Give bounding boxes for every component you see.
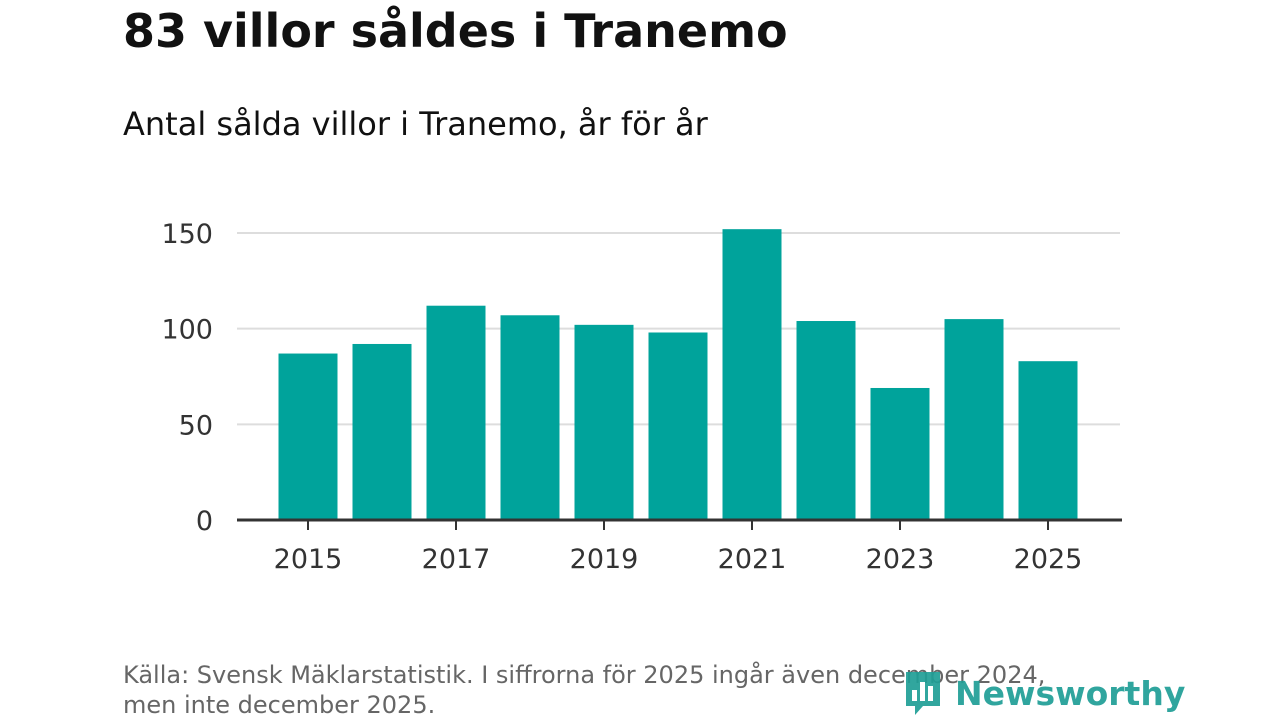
bar-chart-icon (906, 672, 940, 715)
bar-2018 (500, 315, 560, 520)
bar-2022 (796, 321, 856, 520)
bar-2016 (352, 343, 412, 520)
source-line-2: men inte december 2025. (123, 691, 436, 719)
x-tick-label: 2017 (422, 544, 491, 575)
x-tick-label: 2023 (866, 544, 935, 575)
bar-2024 (944, 319, 1004, 520)
bar-2021 (722, 229, 782, 520)
y-tick-label: 50 (179, 410, 213, 441)
x-tick-label: 2021 (718, 544, 787, 575)
brand-name: Newsworthy (955, 673, 1186, 713)
bar-2025 (1018, 361, 1078, 520)
bar-2020 (648, 332, 708, 520)
bar-2023 (870, 387, 930, 520)
y-tick-label: 0 (196, 506, 213, 537)
newsworthy-logo: Newsworthy (903, 668, 1185, 718)
x-tick-label: 2025 (1014, 544, 1083, 575)
chart-subtitle: Antal sålda villor i Tranemo, år för år (123, 105, 708, 143)
bar-2019 (574, 324, 634, 520)
bar-2017 (426, 305, 486, 520)
y-tick-label: 100 (161, 315, 213, 346)
bar-chart: 0 50 100 150 2015 2017 2019 2021 2023 2025 (161, 219, 1122, 575)
y-tick-label: 150 (161, 219, 213, 250)
bar-2015 (278, 353, 338, 520)
x-tick-label: 2019 (570, 544, 639, 575)
source-line-1: Källa: Svensk Mäklarstatistik. I siffror… (123, 661, 1046, 689)
chart-title: 83 villor såldes i Tranemo (123, 4, 788, 58)
x-tick-label: 2015 (274, 544, 343, 575)
source-note: Källa: Svensk Mäklarstatistik. I siffror… (123, 660, 1123, 720)
